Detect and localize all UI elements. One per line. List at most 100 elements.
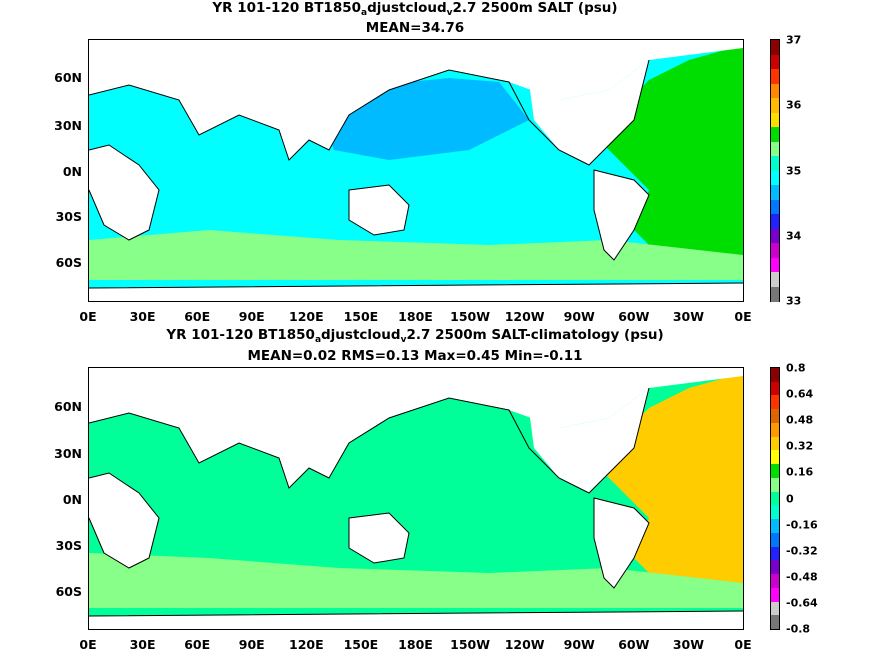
colorbar-segment <box>771 127 779 142</box>
colorbar-segment <box>771 69 779 84</box>
southern-ocean-band <box>89 553 743 608</box>
panel1-colorbar-label: 37 <box>786 33 802 47</box>
panel1-xlabel: 90E <box>238 309 265 324</box>
panel2-colorbar-label: -0.32 <box>786 544 818 558</box>
colorbar-segment <box>771 422 779 438</box>
panel1-colorbar <box>770 39 780 302</box>
colorbar-segment <box>771 395 779 410</box>
panel1-ylabel: 0N <box>62 164 82 179</box>
panel1-colorbar-label: 34 <box>786 229 802 243</box>
panel2-colorbar-label: -0.48 <box>786 570 818 584</box>
panel2-colorbar-label: 0.8 <box>786 361 806 375</box>
panel2-map-plot <box>88 368 744 629</box>
colorbar-segment <box>771 257 779 273</box>
panel1-xlabel: 30W <box>672 309 704 324</box>
panel1-xlabel: 0E <box>734 309 752 324</box>
colorbar-segment <box>771 156 779 171</box>
south-america-land <box>594 498 649 588</box>
panel2-colorbar-label: 0 <box>786 492 794 505</box>
coastlines <box>88 59 744 289</box>
colorbar-segment <box>771 141 779 157</box>
panel2-colorbar <box>770 367 780 630</box>
colorbar-segment <box>771 519 779 534</box>
colorbar-segment <box>771 381 779 396</box>
colorbar-segment <box>771 170 779 186</box>
colorbar-segment <box>771 98 779 113</box>
panel1-xlabel: 90W <box>563 309 595 324</box>
panel1-colorbar-label: 33 <box>786 294 802 308</box>
panel2-xlabel: 90W <box>563 637 595 652</box>
panel1-ylabel: 60N <box>54 70 82 85</box>
colorbar-segment <box>771 409 779 424</box>
south-america-land <box>594 170 649 260</box>
panel1-xlabel: 0E <box>79 309 97 324</box>
panel2-xlabel: 60W <box>618 637 650 652</box>
panel1-xlabel: 150E <box>343 309 379 324</box>
colorbar-segment <box>771 450 779 465</box>
colorbar-segment <box>771 477 779 493</box>
panel2-colorbar-label: -0.16 <box>786 518 818 532</box>
colorbar-segment <box>771 228 779 244</box>
colorbar-segment <box>771 587 779 603</box>
panel1-xlabel: 60E <box>184 309 211 324</box>
panel2-xlabel: 150E <box>343 637 379 652</box>
panel2-ylabel: 30N <box>54 446 82 461</box>
panel2-colorbar-label: 0.64 <box>786 387 814 401</box>
panel2-xlabel: 60E <box>184 637 211 652</box>
panel2-ylabel: 0N <box>62 492 82 507</box>
panel2-ylabel: 30S <box>55 538 82 553</box>
north-america-land <box>529 388 649 493</box>
australia-land <box>349 513 409 563</box>
panel2-xlabel: 30E <box>129 637 156 652</box>
colorbar-segment <box>771 464 779 479</box>
panel2-colorbar-label: 0.48 <box>786 413 814 427</box>
panel2-xlabel: 0E <box>79 637 97 652</box>
colorbar-segment <box>771 546 779 561</box>
panel1-title: YR 101-120 BT1850adjustcloudv2.7 2500m S… <box>212 0 618 18</box>
panel2-xlabel: 180E <box>398 637 433 652</box>
colorbar-segment <box>771 560 779 575</box>
panel1-xlabel: 30E <box>129 309 156 324</box>
panel1-map-plot <box>88 40 744 301</box>
panel1-xlabel: 150W <box>450 309 491 324</box>
panel2-xlabel: 0E <box>734 637 752 652</box>
colorbar-segment <box>771 436 779 451</box>
panel1-ylabel: 30N <box>54 118 82 133</box>
panel1-map <box>88 39 744 302</box>
panel2-title: YR 101-120 BT1850adjustcloudv2.7 2500m S… <box>166 327 664 345</box>
colorbar-segment <box>771 83 779 99</box>
panel2-ylabel: 60S <box>55 584 82 599</box>
colorbar-segment <box>771 40 779 55</box>
southern-ocean-band <box>89 230 743 280</box>
coastlines <box>88 387 744 617</box>
panel2-colorbar-label: 0.16 <box>786 465 814 479</box>
colorbar-segment <box>771 214 779 229</box>
panel2-colorbar-label: 0.32 <box>786 439 814 453</box>
panel2-colorbar-label: -0.64 <box>786 596 818 610</box>
colorbar-segment <box>771 615 779 630</box>
panel1-xlabel: 180E <box>398 309 433 324</box>
antarctica-land <box>89 611 743 629</box>
colorbar-segment <box>771 272 779 287</box>
panel1-colorbar-label: 35 <box>786 164 802 177</box>
eurasia-land <box>89 368 743 488</box>
panel2-xlabel: 150W <box>450 637 491 652</box>
colorbar-segment <box>771 532 779 548</box>
panel2-ylabel: 60N <box>54 399 82 414</box>
colorbar-segment <box>771 199 779 215</box>
colorbar-segment <box>771 505 779 520</box>
panel2-xlabel: 120E <box>289 637 324 652</box>
panel1-ylabel: 60S <box>55 255 82 270</box>
colorbar-segment <box>771 368 779 383</box>
colorbar-segment <box>771 574 779 589</box>
north-america-land <box>529 60 649 165</box>
panel1-ylabel: 30S <box>55 209 82 224</box>
panel1-xlabel: 60W <box>618 309 650 324</box>
australia-land <box>349 185 409 235</box>
antarctica-land <box>89 283 743 301</box>
colorbar-segment <box>771 112 779 128</box>
panel1-subtitle: MEAN=34.76 <box>365 20 465 36</box>
colorbar-segment <box>771 286 779 302</box>
colorbar-segment <box>771 601 779 616</box>
colorbar-segment <box>771 491 779 506</box>
